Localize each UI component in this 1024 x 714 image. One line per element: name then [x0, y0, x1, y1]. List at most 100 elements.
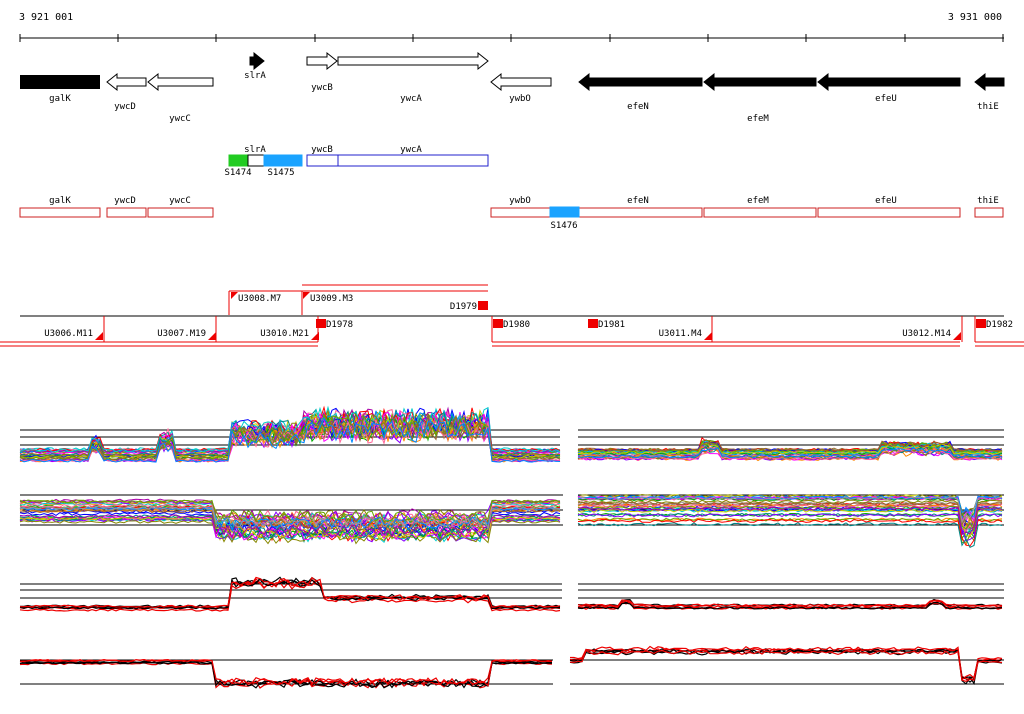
minus-transcript-segment [578, 207, 703, 218]
minus-transcript-label-ywcD: ywcD [114, 196, 136, 206]
expression-series-line [577, 501, 1002, 530]
expression-series-line [577, 446, 1003, 460]
shift-flag [95, 332, 103, 340]
gene-label-thiE: thiE [977, 102, 999, 112]
shift-label: D1982 [986, 320, 1013, 330]
minus-transcript-segment [974, 207, 1004, 218]
regulator-label-S1476: S1476 [550, 221, 577, 231]
expression-series-line [577, 496, 1003, 524]
shift-label: D1981 [598, 320, 625, 330]
summary-series-line [577, 599, 1003, 607]
minus-transcript-label-efeN: efeN [627, 196, 649, 206]
summary-series-line [19, 580, 561, 612]
minus-transcript-label-galK: galK [49, 196, 71, 206]
shift-marker [316, 319, 326, 328]
shift-flag [953, 332, 961, 340]
expression-series-line [19, 514, 561, 539]
gene-label-slrA: slrA [244, 71, 266, 81]
gene-arrow-ywbO [490, 72, 552, 92]
end-coordinate: 3 931 000 [947, 12, 1002, 23]
minus-transcript-label-ywcC: ywcC [169, 196, 191, 206]
shift-label: D1980 [503, 320, 530, 330]
plus-transcript-segment [247, 154, 265, 167]
expression-panel-1-right [577, 429, 1004, 462]
expression-series-line [19, 408, 561, 453]
plus-transcript-segment [228, 154, 249, 167]
gene-label-efeN: efeN [627, 102, 649, 112]
regulator-label-S1475: S1475 [267, 168, 294, 178]
expression-panel-3-left [19, 576, 562, 612]
plus-transcript-label-slrA: slrA [244, 145, 266, 155]
expression-series-line [20, 506, 561, 532]
expression-series-line [577, 518, 1003, 547]
minus-transcript-label-efeU: efeU [875, 196, 897, 206]
gene-arrow-ywcB [306, 51, 338, 71]
gene-arrow-ywcD [106, 72, 147, 92]
expression-series-line [577, 522, 1003, 548]
minus-transcript-label-thiE: thiE [977, 196, 999, 206]
expression-panel-4-left [19, 658, 553, 689]
upshift-label: U3008.M7 [238, 294, 281, 304]
gene-label-ywcB: ywcB [311, 83, 333, 93]
minus-transcript-segment [147, 207, 214, 218]
expression-series-line [19, 413, 561, 460]
summary-series-line [577, 601, 1003, 610]
expression-series-line [19, 416, 561, 463]
plus-transcript-label-ywcA: ywcA [400, 145, 422, 155]
minus-transcript-segment [106, 207, 147, 218]
gene-label-efeM: efeM [747, 114, 769, 124]
start-coordinate: 3 921 001 [19, 12, 74, 23]
upshift-flag [303, 292, 310, 299]
gene-label-galK: galK [49, 94, 71, 104]
expression-series-line [577, 499, 1002, 529]
summary-series-line [570, 645, 1003, 681]
gene-label-ywcD: ywcD [114, 102, 136, 112]
shift-marker [588, 319, 598, 328]
gene-label-ywbO: ywbO [509, 94, 531, 104]
minus-transcript-label-ywbO: ywbO [509, 196, 531, 206]
expression-series-line [577, 446, 1003, 461]
shift-flag [311, 332, 319, 340]
expression-panel-3-right [577, 583, 1004, 610]
summary-series-line [569, 649, 1003, 682]
minus-transcript-segment [817, 207, 961, 218]
expression-panel-2-right [577, 493, 1004, 548]
regulator-label-S1474: S1474 [224, 168, 251, 178]
expression-series-line [577, 517, 1003, 544]
downshift-label: D1979 [450, 302, 477, 312]
summary-series-line [577, 600, 1003, 609]
shift-label: U3007.M19 [157, 329, 206, 339]
summary-series-line [20, 576, 561, 609]
expression-panel-2-left [19, 494, 563, 545]
shift-label: U3010.M21 [260, 329, 309, 339]
expression-series-line [577, 442, 1003, 456]
expression-series-line [577, 503, 1003, 533]
regulator-block-S1476 [549, 206, 580, 218]
gene-arrow-ywcC [147, 72, 214, 92]
gene-arrow-efeN [578, 72, 703, 92]
gene-label-efeU: efeU [875, 94, 897, 104]
shift-label: D1978 [326, 320, 353, 330]
upshift-flag [231, 292, 238, 299]
expression-panel-4-right [569, 645, 1004, 685]
plus-transcript-segment [306, 154, 339, 167]
gene-arrow-slrA [249, 51, 265, 71]
gene-arrow-ywcA [337, 51, 489, 71]
gene-arrow-efeM [703, 72, 817, 92]
plus-transcript-segment [263, 154, 303, 167]
downshift-marker [478, 301, 488, 310]
gene-arrow-galK [20, 75, 100, 89]
shift-marker [976, 319, 986, 328]
expression-series-line [19, 520, 561, 545]
expression-series-line [19, 514, 561, 539]
expression-series-line [577, 513, 1003, 542]
summary-series-line [569, 649, 1003, 685]
expression-series-line [577, 506, 1003, 536]
gene-arrow-efeU [817, 72, 961, 92]
summary-series-line [20, 658, 552, 687]
expression-series-line [577, 440, 1003, 452]
expression-series-line [577, 447, 1003, 459]
expression-series-line [577, 512, 1003, 540]
